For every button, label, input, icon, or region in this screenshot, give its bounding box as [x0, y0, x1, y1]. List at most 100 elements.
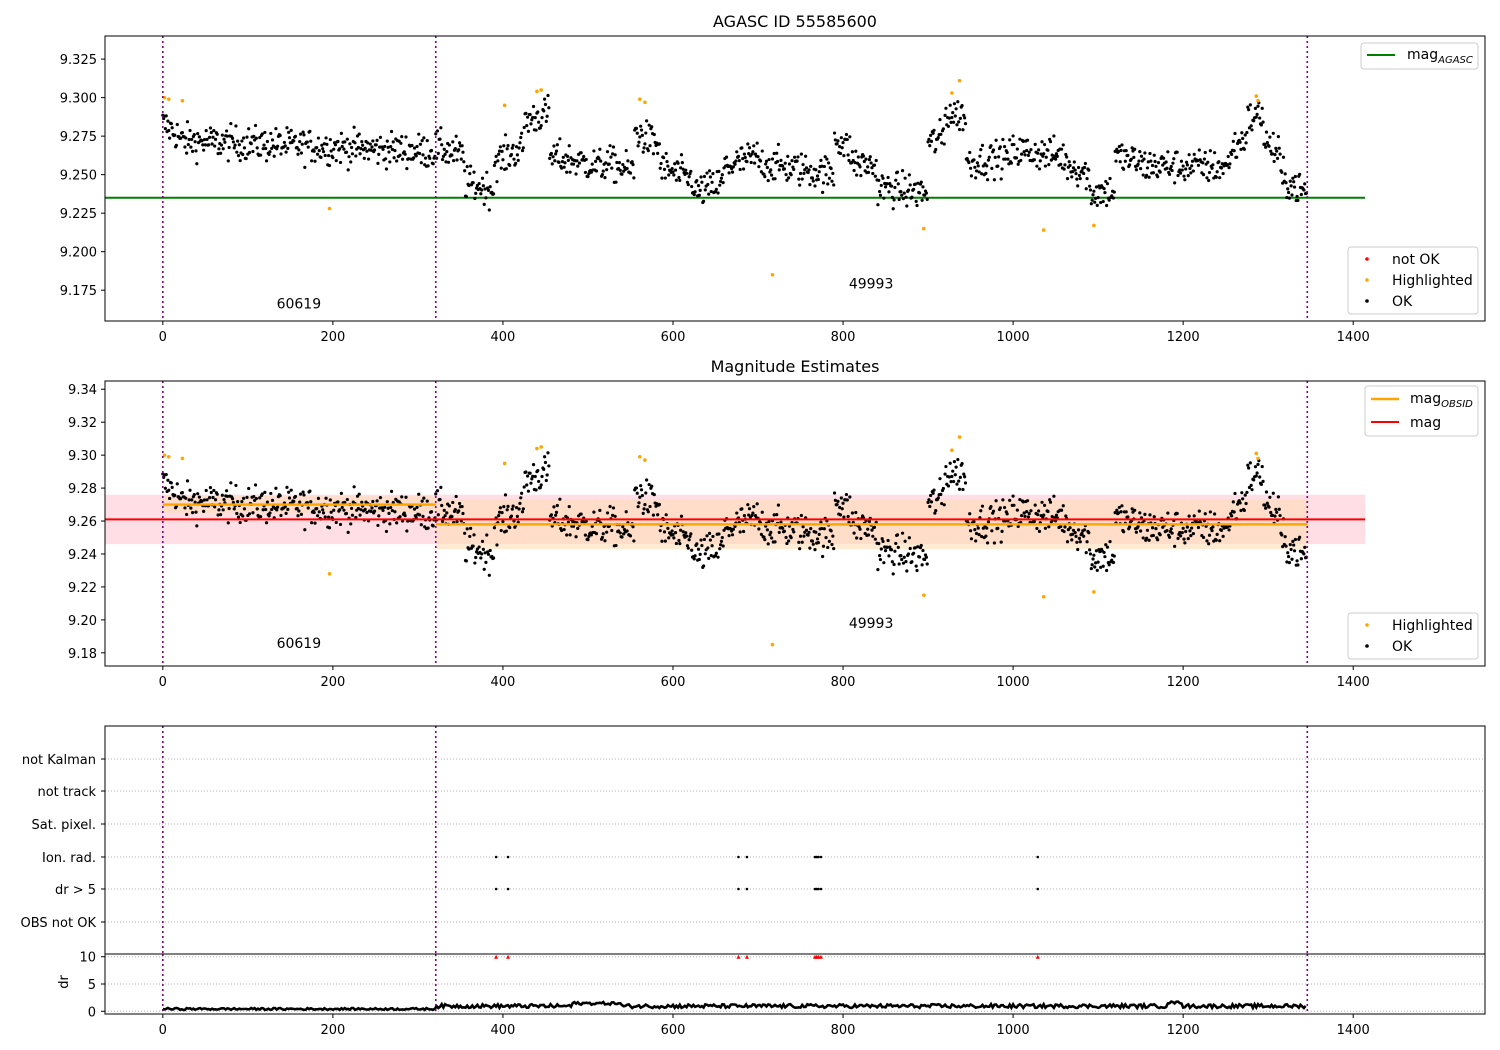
legend-point-swatch — [1365, 644, 1369, 648]
ok-point — [473, 196, 477, 201]
ok-point — [933, 511, 937, 515]
ok-point — [954, 465, 958, 469]
ok-point — [1142, 157, 1146, 161]
ok-point — [737, 158, 741, 163]
ok-point — [265, 139, 270, 144]
ok-point — [641, 150, 645, 154]
ok-point — [426, 164, 430, 168]
ok-point — [1076, 184, 1080, 188]
highlighted-point — [638, 454, 642, 459]
ok-point — [878, 193, 883, 197]
ok-point — [215, 492, 219, 496]
ok-point — [1019, 520, 1023, 524]
ok-point — [1191, 532, 1195, 536]
ok-point — [841, 501, 845, 505]
ok-point — [1197, 509, 1201, 513]
ok-point — [792, 530, 796, 534]
ok-point — [979, 509, 983, 513]
ok-point — [388, 160, 392, 164]
ok-point — [542, 455, 547, 459]
ok-point — [1264, 145, 1268, 149]
ok-point — [167, 488, 171, 492]
ok-point — [650, 484, 654, 488]
ok-point — [814, 168, 818, 172]
ok-point — [760, 510, 764, 514]
ok-point — [1238, 140, 1242, 144]
ok-point — [813, 184, 817, 188]
ok-point — [1290, 193, 1294, 197]
ok-point — [1052, 134, 1056, 138]
ok-point — [203, 143, 207, 147]
ok-point — [756, 155, 760, 159]
ok-point — [1093, 200, 1097, 204]
ok-point — [1071, 170, 1075, 174]
ok-point — [587, 534, 591, 539]
ok-point — [1299, 192, 1303, 197]
ok-point — [1203, 150, 1207, 155]
ok-point — [1110, 558, 1114, 562]
ok-point — [967, 160, 971, 165]
ok-point — [349, 145, 354, 150]
ok-point — [497, 510, 502, 514]
highlighted-point — [1256, 98, 1260, 103]
ok-point — [1144, 173, 1149, 177]
ok-point — [638, 495, 642, 499]
estimates-ytick-label: 9.30 — [68, 449, 97, 464]
ok-point — [958, 475, 962, 479]
ok-point — [477, 181, 481, 186]
ok-point — [855, 536, 859, 540]
ok-point — [185, 479, 190, 483]
ok-point — [1076, 165, 1081, 170]
ok-point — [643, 502, 647, 507]
ok-point — [531, 115, 535, 120]
highlighted-point — [643, 458, 647, 462]
ok-point — [1172, 157, 1176, 161]
highlighted-point — [502, 461, 507, 466]
ok-point — [664, 513, 668, 517]
ok-point — [895, 533, 900, 537]
ok-point — [442, 147, 446, 151]
ok-point — [534, 488, 538, 492]
ok-point — [551, 155, 555, 159]
ok-point — [365, 149, 369, 153]
ok-point — [323, 153, 327, 158]
dr-xtick-label: 200 — [320, 1023, 345, 1038]
ok-point — [1232, 149, 1236, 153]
ok-point — [1127, 163, 1132, 167]
ok-point — [1275, 149, 1279, 153]
ok-point — [275, 508, 279, 512]
ok-point — [505, 147, 509, 151]
ok-point — [899, 554, 903, 558]
ok-point — [188, 488, 192, 492]
ok-point — [1278, 152, 1282, 156]
ok-point — [298, 500, 302, 504]
ok-point — [1054, 157, 1058, 161]
ok-point — [1059, 147, 1064, 151]
ok-point — [814, 530, 818, 534]
ok-point — [789, 173, 793, 177]
ok-point — [1181, 526, 1185, 530]
ok-point — [169, 121, 173, 126]
ok-point — [830, 542, 834, 547]
ok-point — [202, 498, 207, 502]
ok-point — [1092, 553, 1096, 557]
ok-point — [516, 158, 520, 162]
ok-point — [641, 511, 645, 516]
agasc-ytick-label: 9.325 — [60, 53, 97, 68]
ok-point — [1077, 173, 1082, 178]
ok-point — [963, 122, 968, 126]
ok-point — [854, 149, 858, 153]
ok-point — [826, 545, 830, 550]
ok-point — [262, 143, 266, 147]
ok-point — [540, 115, 544, 120]
ok-point — [213, 137, 218, 141]
ok-point — [558, 137, 562, 141]
ok-point — [356, 506, 360, 511]
ok-point — [375, 138, 379, 142]
ok-point — [826, 161, 831, 165]
ok-point — [447, 504, 451, 508]
ok-point — [621, 525, 625, 529]
ok-point — [586, 175, 590, 179]
ok-point — [1052, 494, 1056, 498]
ok-point — [705, 534, 709, 538]
